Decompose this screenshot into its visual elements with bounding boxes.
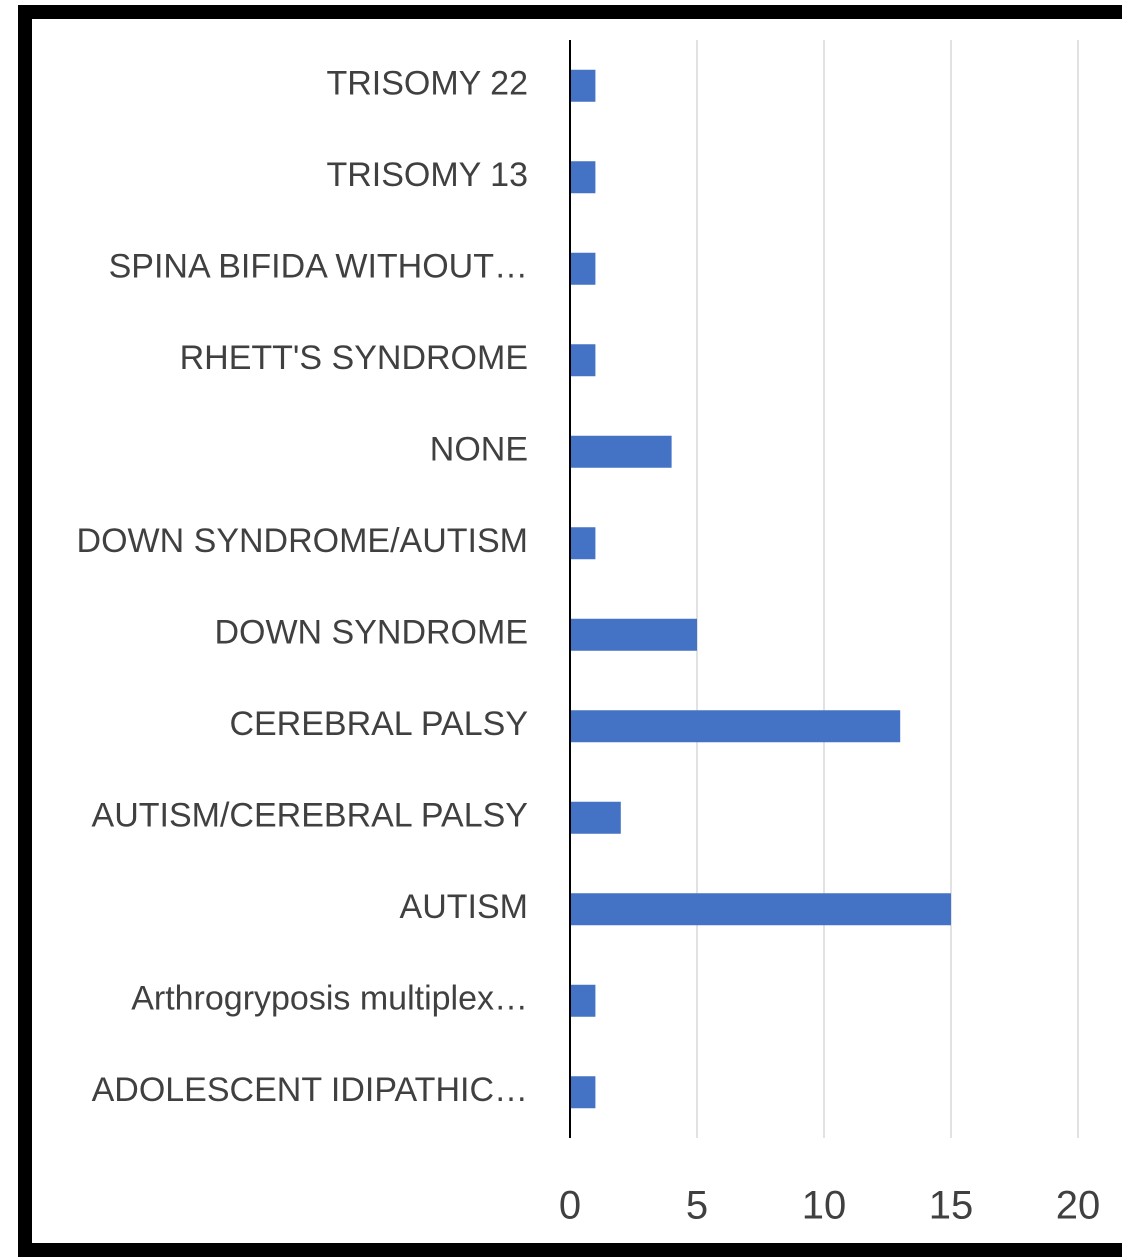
x-tick-label: 0 — [559, 1184, 581, 1228]
y-tick-label: AUTISM — [400, 888, 528, 926]
bar — [570, 161, 596, 194]
y-tick-label: Arthrogryposis multiplex… — [131, 980, 528, 1018]
y-tick-label: SPINA BIFIDA WITHOUT… — [109, 248, 528, 286]
x-tick-label: 20 — [1056, 1184, 1101, 1228]
y-tick-label: TRISOMY 13 — [326, 156, 528, 194]
y-tick-label: TRISOMY 22 — [326, 65, 528, 103]
bar — [570, 1076, 596, 1109]
y-tick-label: DOWN SYNDROME/AUTISM — [77, 522, 528, 560]
y-tick-label: ADOLESCENT IDIPATHIC… — [92, 1071, 528, 1109]
bar — [570, 527, 596, 560]
y-tick-label: AUTISM/CEREBRAL PALSY — [92, 797, 528, 835]
bar — [570, 618, 697, 651]
y-tick-label: RHETT'S SYNDROME — [180, 339, 528, 377]
y-tick-label: NONE — [430, 431, 528, 469]
bar — [570, 801, 621, 834]
x-tick-label: 5 — [686, 1184, 708, 1228]
bar — [570, 710, 901, 743]
x-tick-label: 15 — [929, 1184, 974, 1228]
bar — [570, 69, 596, 102]
frame — [18, 5, 1122, 1257]
y-tick-label: DOWN SYNDROME — [214, 614, 528, 652]
bar — [570, 252, 596, 285]
bar — [570, 893, 951, 926]
bar — [570, 435, 672, 468]
bar — [570, 984, 596, 1017]
bar — [570, 344, 596, 377]
x-tick-label: 10 — [802, 1184, 847, 1228]
y-tick-label: CEREBRAL PALSY — [229, 705, 528, 743]
